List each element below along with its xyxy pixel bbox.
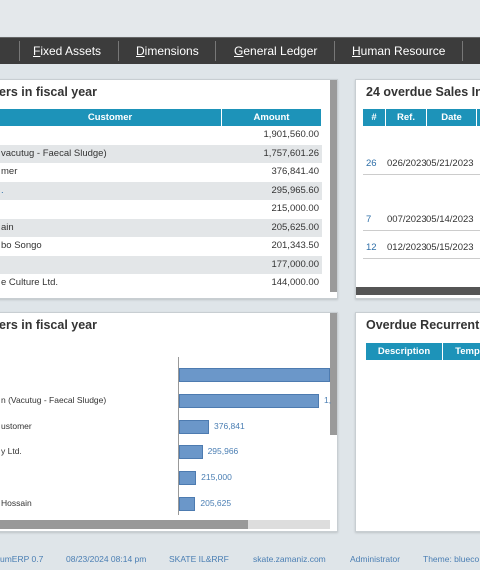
value-label: 1, (324, 394, 332, 405)
footer-text: 08/23/2024 08:14 pm (66, 554, 147, 564)
separator (462, 41, 463, 61)
cell: 026/2023 (387, 158, 427, 169)
cell: ain (1, 221, 14, 233)
category-label: ustomer (1, 420, 32, 431)
footer-text: umERP 0.7 (0, 554, 44, 564)
top-bar (0, 0, 480, 36)
value-label: 295,966 (207, 446, 239, 457)
cell: 012/2023 (387, 242, 427, 253)
scrollbar[interactable] (330, 80, 337, 292)
panel-title: ers in fiscal year (0, 85, 97, 99)
table-row: ain 205,625.00 (0, 218, 322, 237)
bar (179, 419, 210, 434)
column-header: Description (366, 343, 443, 360)
cell: 177,000.00 (271, 258, 319, 270)
menu-bar: Fixed Assets Dimensions General Ledger H… (0, 37, 480, 64)
cell: . (1, 184, 4, 196)
table-row: bo Songo 201,343.50 (0, 237, 322, 255)
column-header: # (363, 109, 386, 126)
cell: 295,965.60 (271, 184, 319, 196)
scrollbar[interactable] (356, 287, 480, 295)
footer-text: Theme: blueco (423, 554, 480, 564)
cell: 05/14/2023 (426, 214, 474, 225)
cell[interactable]: 12 (366, 242, 377, 253)
column-header: Ref. (386, 109, 427, 126)
column-header: Date (427, 109, 477, 126)
menu-item[interactable]: Human Resource (352, 44, 446, 58)
cell[interactable]: 26 (366, 158, 377, 169)
value-label: 205,625 (200, 498, 232, 508)
table-row: mer 376,841.40 (0, 163, 322, 181)
cell[interactable]: 7 (366, 214, 372, 225)
column-header (477, 109, 480, 126)
footer-text: Administrator (350, 554, 401, 564)
cell: 376,841.40 (271, 166, 319, 177)
cell: 144,000.00 (271, 277, 319, 288)
category-label: y Ltd. (1, 446, 22, 457)
separator (19, 41, 20, 61)
cell: 1,757,601.26 (263, 147, 319, 159)
overdue-invoices-panel: 24 overdue Sales Inv # Ref. Date 26 026/2… (355, 79, 480, 299)
column-header: Temp (443, 343, 480, 360)
table-row: 1,901,560.00 (0, 126, 322, 144)
chart-panel: ers in fiscal year n (Vacutug - Faecal S… (0, 312, 338, 532)
scrollbar[interactable] (0, 520, 330, 529)
table-row: 215,000.00 (0, 200, 322, 218)
cell: 05/15/2023 (426, 242, 474, 253)
bar (179, 393, 319, 408)
cell: 201,343.50 (271, 240, 319, 251)
cell: 007/2023 (387, 214, 427, 225)
scrollbar-thumb[interactable] (356, 287, 480, 295)
row-line (363, 230, 480, 231)
category-label: n (Vacutug - Faecal Sludge) (1, 394, 107, 405)
column-header: Amount (222, 109, 322, 126)
recurrent-panel: Overdue Recurrent I Description Temp (355, 312, 480, 532)
row-line (363, 258, 480, 259)
table-row: e Culture Ltd. 144,000.00 (0, 274, 322, 292)
footer-text: SKATE IL&RRF (169, 554, 229, 564)
scrollbar[interactable] (330, 313, 337, 435)
menu-item[interactable]: Fixed Assets (33, 44, 102, 58)
top-customers-panel: ers in fiscal year Customer Amount 1,901… (0, 79, 338, 299)
table-row: 177,000.00 (0, 255, 322, 274)
menu-item[interactable]: Dimensions (136, 44, 199, 58)
bar (179, 497, 196, 511)
panel-title: Overdue Recurrent I (366, 318, 480, 332)
scrollbar-thumb[interactable] (0, 520, 248, 529)
cell: 205,625.00 (271, 221, 319, 233)
cell: bo Songo (1, 240, 42, 251)
bar (179, 368, 331, 382)
bar (179, 471, 197, 486)
table-row: . 295,965.60 (0, 181, 322, 200)
panel-title: 24 overdue Sales Inv (366, 85, 480, 99)
bar (179, 445, 203, 460)
cell: 1,901,560.00 (263, 129, 319, 140)
column-header: Customer (0, 109, 222, 126)
separator (118, 41, 119, 61)
cell: e Culture Ltd. (1, 277, 59, 288)
cell: mer (1, 166, 18, 177)
menu-item[interactable]: General Ledger (234, 44, 318, 58)
panel-title: ers in fiscal year (0, 318, 97, 332)
row-line (363, 174, 480, 175)
footer-text: skate.zamaniz.com (253, 554, 326, 564)
table-row: vacutug - Faecal Sludge) 1,757,601.26 (0, 144, 322, 163)
axis-line (178, 357, 179, 515)
separator (215, 41, 216, 61)
cell: 215,000.00 (271, 203, 319, 214)
category-label: Hossain (1, 498, 32, 508)
cell: 05/21/2023 (426, 158, 474, 169)
separator (334, 41, 335, 61)
cell: vacutug - Faecal Sludge) (1, 147, 107, 159)
value-label: 215,000 (201, 472, 232, 483)
value-label: 376,841 (214, 420, 245, 431)
